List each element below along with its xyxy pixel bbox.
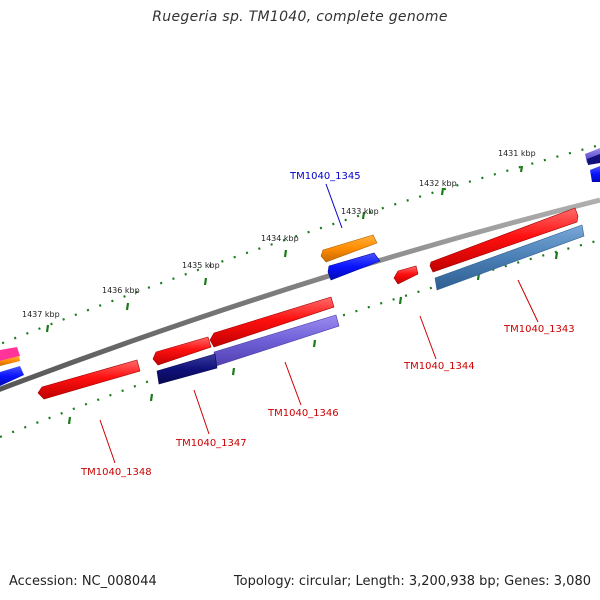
- tick-label-1435: 1435 kbp: [182, 261, 220, 270]
- gene-TM1040_1347-navy-arrow[interactable]: [156, 353, 218, 385]
- leader-TM1040_1345: [325, 183, 343, 229]
- gene-TM1040_1345-blue-arrow[interactable]: [327, 252, 381, 281]
- leader-TM1040_1348: [99, 419, 116, 464]
- inner-major-tick-f: [149, 393, 154, 402]
- left-edge-blue-gene[interactable]: [0, 366, 24, 386]
- gene-label-TM1040_1344[interactable]: TM1040_1344: [403, 361, 475, 372]
- tick-label-1433: 1433 kbp: [341, 207, 379, 216]
- topology-info: Topology: circular; Length: 3,200,938 bp…: [233, 574, 591, 589]
- leader-TM1040_1347: [193, 389, 210, 435]
- inner-major-tick-e: [231, 367, 236, 376]
- outer-tick-track: [0, 143, 600, 346]
- tick-label-1432: 1432 kbp: [419, 179, 457, 188]
- inner-major-tick-d: [312, 339, 317, 348]
- tick-label-1434: 1434 kbp: [261, 234, 299, 243]
- gene-TM1040_1343-steel-arrow[interactable]: [434, 224, 585, 291]
- left-edge-magenta-gene[interactable]: [0, 347, 20, 361]
- genome-backbone: [0, 197, 600, 392]
- major-tick-1433: [361, 211, 366, 220]
- accession-info: Accession: NC_008044: [9, 574, 157, 589]
- major-tick-1436: [125, 302, 130, 311]
- gene-TM1040_1348-arrow[interactable]: [37, 359, 141, 400]
- leader-TM1040_1344: [419, 315, 437, 360]
- right-edge-blue-gene[interactable]: [590, 166, 600, 182]
- gene-label-TM1040_1347[interactable]: TM1040_1347: [175, 438, 247, 449]
- leader-TM1040_1343: [517, 279, 539, 323]
- gene-label-TM1040_1346[interactable]: TM1040_1346: [267, 408, 339, 419]
- tick-label-1436: 1436 kbp: [102, 286, 140, 295]
- major-tick-1431: [519, 165, 524, 173]
- gene-TM1040_1346-arrow-top[interactable]: [209, 296, 335, 348]
- gene-TM1040_1345-orange-arrow[interactable]: [320, 234, 378, 263]
- major-tick-1437: [45, 324, 50, 333]
- tick-label-1431: 1431 kbp: [498, 149, 536, 158]
- forward-strand: [37, 207, 579, 400]
- gene-label-TM1040_1345[interactable]: TM1040_1345: [289, 171, 361, 182]
- gene-TM1040_1343-arrow[interactable]: [429, 207, 579, 273]
- major-tick-1435: [203, 277, 208, 286]
- gene-TM1040_1344-arrow[interactable]: [393, 265, 419, 285]
- reverse-strand: [156, 224, 585, 385]
- left-edge-orange-gene[interactable]: [0, 356, 20, 366]
- gene-label-TM1040_1348[interactable]: TM1040_1348: [80, 467, 152, 478]
- major-tick-1432: [440, 187, 445, 196]
- edge-gene-fragments: [0, 148, 600, 386]
- major-tick-1434: [283, 249, 288, 258]
- inner-major-tick-g: [67, 416, 72, 425]
- gene-TM1040_1347-arrow-top[interactable]: [152, 336, 212, 366]
- inner-major-tick-c: [398, 296, 403, 305]
- gene-label-TM1040_1343[interactable]: TM1040_1343: [503, 324, 575, 335]
- leader-lines: [99, 183, 539, 464]
- inner-major-tick-a: [554, 251, 559, 260]
- right-edge-navy-gene[interactable]: [587, 154, 600, 165]
- map-title: Ruegeria sp. TM1040, complete genome: [152, 9, 448, 25]
- tick-label-1437: 1437 kbp: [22, 310, 60, 319]
- leader-TM1040_1346: [284, 361, 302, 406]
